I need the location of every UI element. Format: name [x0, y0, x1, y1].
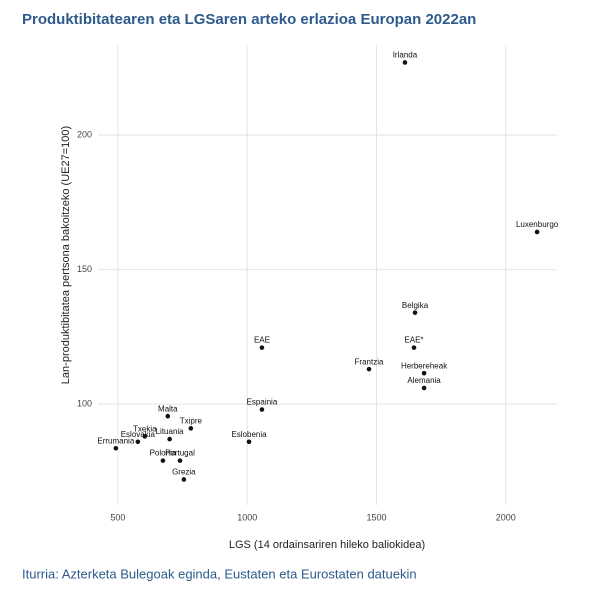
x-tick-label: 1000 [237, 512, 257, 522]
point [181, 477, 187, 482]
point-label: Eslovakia [121, 430, 156, 439]
point [366, 366, 372, 372]
point-label: Portugal [165, 449, 195, 458]
point-label: Txipre [180, 416, 203, 425]
point-label: Errumania [97, 436, 134, 445]
point-label: EAE* [404, 336, 423, 345]
source: Iturria: Azterketa Bulegoak eginda, Eust… [22, 566, 417, 581]
y-tick-label: 100 [77, 398, 92, 408]
y-tick-label: 200 [77, 129, 92, 139]
point-label: Polonia [150, 449, 177, 458]
point-label: Grezia [172, 468, 196, 477]
x-tick-label: 500 [110, 512, 125, 522]
point [177, 458, 183, 463]
point [167, 436, 172, 442]
point [259, 345, 265, 350]
chart-title: Produktibitatearen eta LGSaren arteko er… [22, 11, 476, 28]
point [246, 439, 252, 445]
point [534, 229, 540, 235]
point-label: Txekia [133, 425, 157, 434]
point-label: Irlanda [393, 51, 418, 60]
point-label: Eslobenia [231, 430, 267, 439]
point-label: Alemania [407, 376, 441, 385]
y-axis-label: Lan-produktibitatea pertsona bakoitzeko … [60, 126, 72, 384]
x-axis-label: LGS (14 ordainsariren hileko baliokidea) [229, 539, 425, 551]
point [412, 310, 418, 315]
point [259, 407, 265, 412]
point-label: Lituania [156, 427, 185, 436]
point [142, 434, 148, 439]
y-tick-label: 150 [77, 264, 92, 274]
x-tick-label: 2000 [496, 512, 516, 522]
point [411, 345, 417, 350]
x-tick-label: 1500 [366, 512, 386, 522]
point [160, 458, 166, 463]
point-label: Malta [158, 404, 178, 413]
point [135, 439, 141, 445]
point-label: Belgika [402, 301, 429, 310]
point-label: EAE [254, 336, 270, 345]
point [188, 426, 194, 431]
point-label: Frantzia [355, 357, 384, 366]
point-label: Herbereheak [401, 361, 448, 370]
point [113, 445, 119, 451]
point-label: Luxenburgo [516, 220, 559, 229]
point [421, 385, 427, 391]
point [421, 370, 427, 376]
point [165, 413, 171, 419]
point-label: Espainia [247, 398, 278, 407]
point [402, 60, 408, 65]
